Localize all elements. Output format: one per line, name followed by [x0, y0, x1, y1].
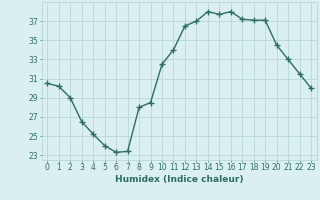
X-axis label: Humidex (Indice chaleur): Humidex (Indice chaleur): [115, 175, 244, 184]
